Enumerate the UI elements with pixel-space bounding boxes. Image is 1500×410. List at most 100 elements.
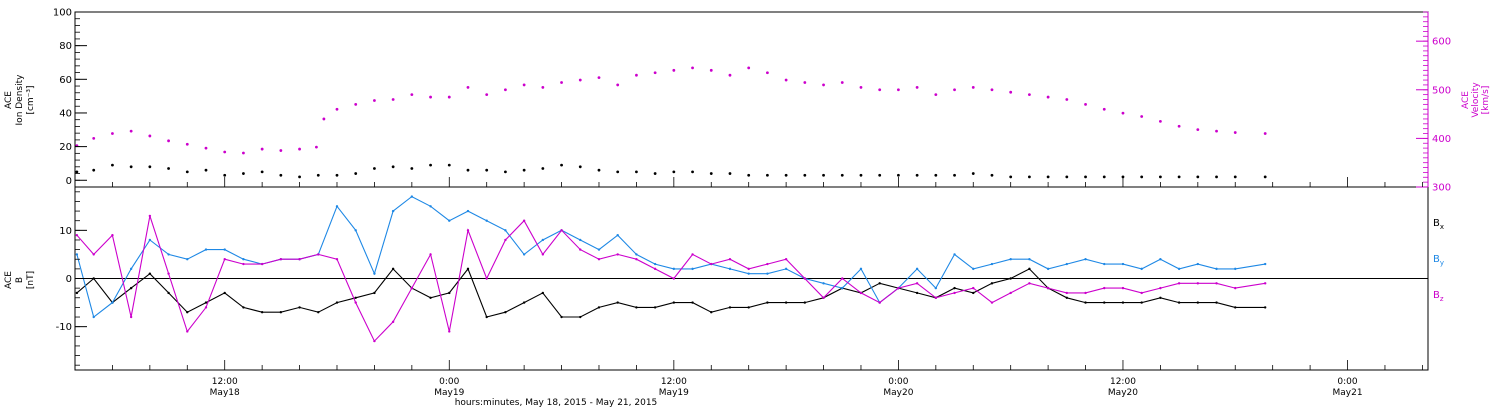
top-series-velocity-point (204, 146, 208, 150)
series-line-by (76, 195, 1266, 318)
series-point-by (354, 229, 357, 232)
x-tick-label-date: May20 (1108, 388, 1138, 398)
top-series-velocity-point (1196, 128, 1200, 132)
velocity-ylabel-line1: ACE (1461, 91, 1471, 109)
top-series-velocity-point (1102, 107, 1106, 111)
series-point-bx (279, 311, 283, 314)
top-series-velocity-point (747, 66, 751, 70)
top-series-density-point (1215, 175, 1218, 179)
series-point-bx (653, 306, 657, 309)
velocity-ylabel-line2: Velocity (1471, 82, 1481, 118)
series-point-by (448, 219, 451, 222)
top-series-velocity-point (1158, 119, 1162, 123)
top-series-density-point (429, 163, 432, 167)
top-series-density-point (747, 173, 751, 177)
top-series-density-point (672, 170, 676, 174)
series-point-by (1121, 262, 1125, 266)
x-tick-label-time: 0:00 (439, 377, 459, 387)
series-point-bz (897, 286, 900, 290)
series-point-bx (953, 286, 956, 290)
top-series-velocity-point (878, 88, 882, 92)
series-point-bx (129, 286, 133, 290)
series-point-by (485, 219, 488, 222)
top-series-velocity-point (447, 95, 451, 99)
series-point-bz (260, 262, 264, 266)
top-series-density-point (1009, 175, 1013, 179)
series-point-bz (878, 301, 881, 304)
series-point-bz (448, 330, 451, 333)
top-series-velocity-point (934, 93, 938, 97)
series-point-by (391, 209, 395, 213)
top-series-density-point (897, 173, 900, 177)
legend-entry-bx: Bx (1433, 218, 1444, 231)
top-series-velocity-point (260, 147, 264, 151)
series-point-bz (1065, 291, 1069, 295)
top-series-density-point (1196, 175, 1200, 179)
top-series-velocity-point (315, 145, 318, 149)
series-point-bx (204, 301, 208, 304)
top-series-velocity-point (485, 93, 489, 97)
series-point-bx (1159, 296, 1162, 299)
top-series-velocity-point (242, 151, 245, 155)
top-panel-frame (74, 11, 1429, 188)
series-point-bz (653, 267, 657, 271)
series-point-bz (990, 301, 994, 304)
series-point-by (822, 282, 825, 285)
series-point-bz (522, 219, 526, 222)
b-field-ylabel-line2: B (15, 277, 25, 283)
b-tick-label: 10 (59, 226, 72, 237)
series-point-bx (75, 291, 79, 295)
top-series-velocity-point (691, 66, 694, 70)
top-series-velocity-point (148, 134, 152, 138)
series-point-bx (485, 315, 488, 319)
series-point-bz (279, 258, 283, 261)
series-point-bz (504, 238, 507, 242)
series-line-bx (76, 267, 1266, 318)
top-series-density-point (485, 168, 489, 172)
top-series-density-point (1027, 175, 1031, 179)
series-point-by (111, 301, 114, 304)
series-line-bz (76, 215, 1266, 343)
series-point-bx (1065, 296, 1069, 299)
series-point-bx (1103, 301, 1106, 304)
series-point-bz (710, 262, 713, 266)
series-point-by (1084, 258, 1087, 261)
series-point-bz (579, 248, 582, 251)
series-point-bz (1084, 291, 1087, 295)
top-series-density-point (1263, 175, 1267, 179)
series-point-bz (111, 233, 114, 237)
series-point-bx (242, 306, 245, 309)
series-point-bx (1084, 301, 1087, 304)
series-point-by (990, 262, 994, 266)
series-point-bz (75, 233, 79, 237)
series-point-bx (878, 282, 881, 285)
series-point-bz (972, 286, 975, 290)
series-point-bz (354, 301, 357, 304)
velocity-tick-label: 600 (1432, 37, 1451, 48)
series-point-bx (373, 291, 376, 295)
series-point-bz (728, 258, 732, 261)
density-tick-label: 0 (66, 176, 72, 187)
series-point-bx (466, 267, 470, 271)
series-point-by (223, 248, 226, 251)
top-series-density-point (148, 165, 152, 169)
series-point-bz (953, 291, 956, 295)
top-series-density-point (279, 173, 283, 177)
top-series-density-point (1084, 175, 1087, 179)
series-point-bz (841, 277, 844, 280)
series-point-bx (803, 301, 807, 304)
series-point-bz (766, 262, 769, 266)
series-point-bx (186, 311, 189, 314)
series-point-by (335, 205, 339, 208)
series-point-by (616, 233, 619, 237)
bottom-panel-marks (75, 195, 1428, 343)
top-series-density-point (784, 173, 788, 177)
series-point-bx (560, 315, 563, 319)
top-series-velocity-point (822, 83, 825, 87)
top-series-velocity-point (223, 150, 227, 154)
series-point-by (579, 238, 582, 242)
top-panel-ylabel-line3: [cm⁻³] (26, 85, 36, 114)
series-point-bx (784, 301, 788, 304)
series-point-bx (317, 311, 320, 314)
top-series-velocity-point (897, 88, 900, 92)
